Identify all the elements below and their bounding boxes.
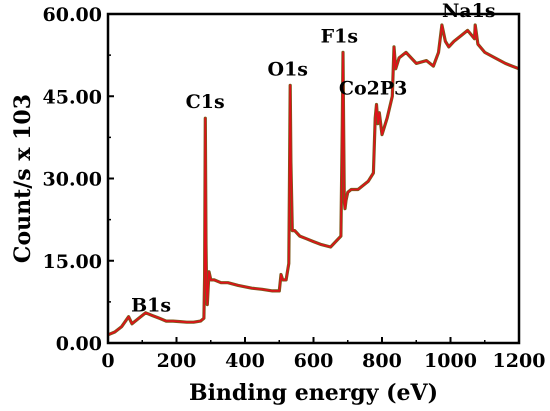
x-tick-label: 200 bbox=[157, 350, 197, 372]
peak-label-b1s: B1s bbox=[131, 295, 171, 317]
y-tick-label: 45.00 bbox=[43, 86, 103, 108]
y-axis-ticks: 0.00 15.00 30.00 45.00 60.00 bbox=[43, 4, 114, 355]
x-tick-label: 400 bbox=[225, 350, 265, 372]
y-axis-title: Count/s x 103 bbox=[10, 94, 36, 263]
x-tick-label: 0 bbox=[101, 350, 114, 372]
series-line-shadow bbox=[107, 23, 520, 337]
peak-label-co2p3: Co2P3 bbox=[339, 77, 408, 99]
peak-label-f1s: F1s bbox=[321, 25, 358, 47]
x-tick-label: 800 bbox=[362, 350, 402, 372]
y-tick-label: 30.00 bbox=[43, 169, 103, 191]
x-tick-label: 1200 bbox=[493, 350, 546, 372]
x-axis-ticks: 0 200 400 600 800 1000 1200 bbox=[101, 337, 545, 372]
x-tick-label: 1000 bbox=[424, 350, 477, 372]
x-tick-label: 600 bbox=[294, 350, 334, 372]
y-tick-label: 15.00 bbox=[43, 251, 103, 273]
peak-label-o1s: O1s bbox=[268, 58, 308, 80]
series-line bbox=[107, 24, 520, 336]
series-layer bbox=[107, 23, 520, 337]
x-axis-title: Binding energy (eV) bbox=[189, 380, 438, 406]
y-tick-label: 60.00 bbox=[43, 4, 103, 26]
y-tick-label: 0.00 bbox=[56, 333, 102, 355]
peak-label-c1s: C1s bbox=[186, 91, 225, 113]
peak-label-na1s: Na1s bbox=[442, 0, 496, 22]
peak-annotations: B1s C1s O1s F1s Co2P3 Na1s bbox=[131, 0, 495, 317]
